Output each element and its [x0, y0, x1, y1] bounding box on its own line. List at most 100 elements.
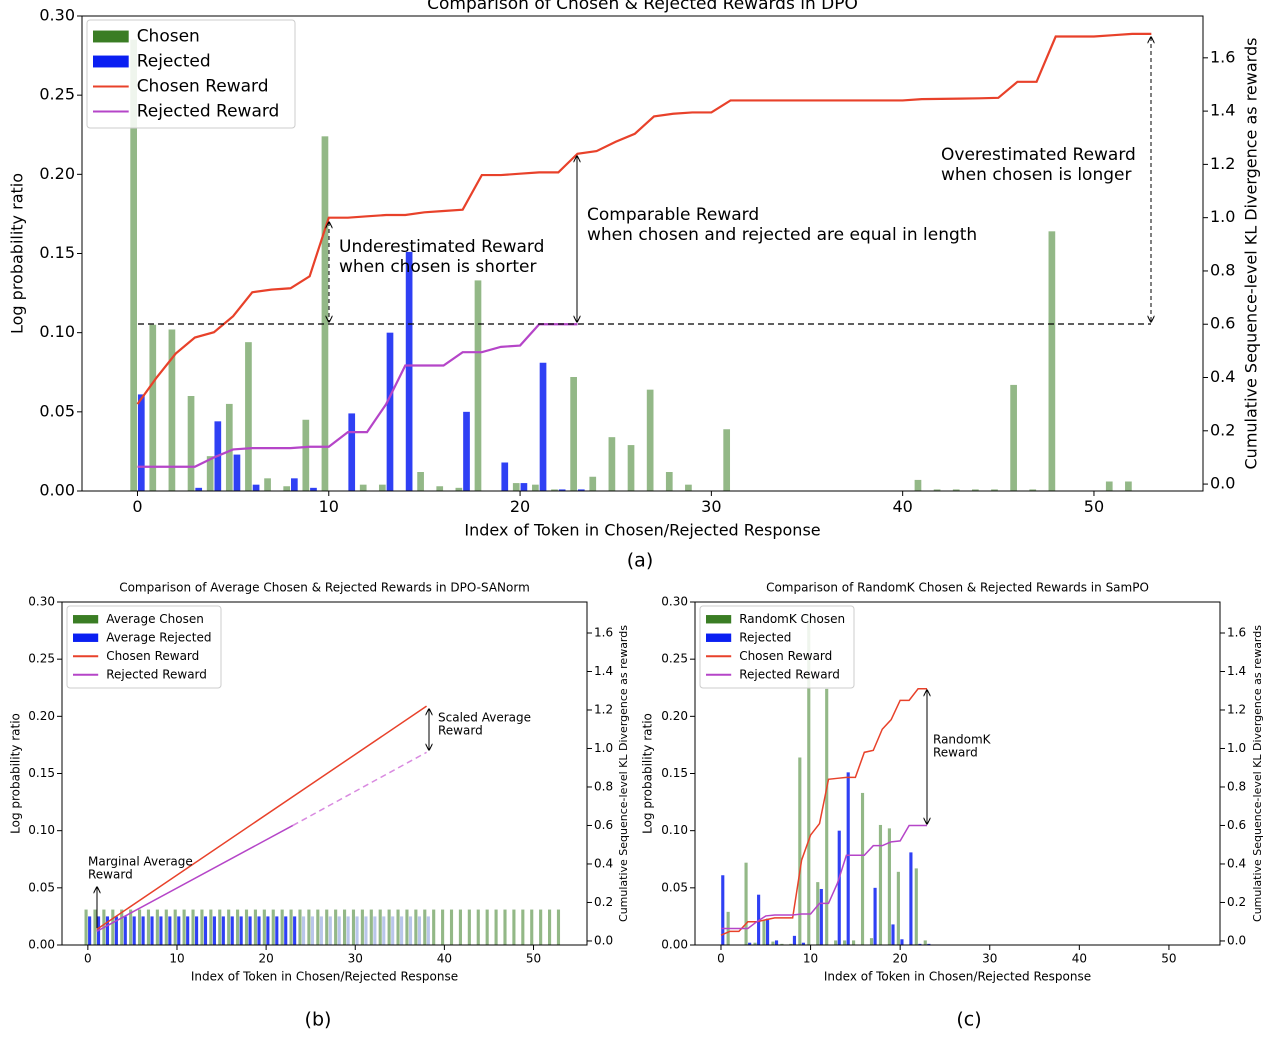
- legend-swatch: [73, 633, 99, 642]
- legend-label: Rejected: [137, 52, 211, 72]
- bar: [927, 943, 931, 945]
- bar: [914, 868, 918, 945]
- bar: [182, 909, 186, 945]
- y2-tick-label: 0.0: [594, 933, 613, 947]
- bar: [264, 478, 271, 491]
- y2-axis-label: Cumulative Sequence-level KL Divergence …: [1251, 625, 1264, 922]
- bar: [816, 882, 820, 945]
- bar: [532, 484, 539, 491]
- bar: [191, 909, 195, 945]
- annotation: Reward: [438, 724, 483, 738]
- x-tick-label: 50: [1161, 952, 1176, 966]
- bar: [137, 909, 142, 945]
- bar: [896, 871, 900, 945]
- bar: [837, 830, 841, 945]
- bar: [225, 403, 233, 491]
- bar: [150, 916, 154, 945]
- bar: [378, 484, 386, 491]
- y2-tick-label: 0.8: [1210, 260, 1235, 279]
- bar: [400, 916, 404, 945]
- x-axis-label: Index of Token in Chosen/Rejected Respon…: [191, 970, 458, 984]
- y2-tick-label: 1.4: [1227, 664, 1246, 678]
- y-tick-label: 0.15: [28, 766, 55, 780]
- bar: [539, 909, 543, 945]
- legend-label: Average Rejected: [106, 630, 211, 644]
- bar: [346, 916, 350, 945]
- y2-tick-label: 1.6: [1227, 625, 1246, 639]
- bar: [512, 483, 520, 491]
- bar: [321, 136, 329, 492]
- y2-tick-label: 0.6: [594, 818, 613, 832]
- bar: [846, 772, 850, 945]
- y2-tick-label: 1.0: [594, 741, 613, 755]
- bar: [149, 324, 157, 491]
- bar: [360, 909, 364, 945]
- annotation: Comparable Reward: [587, 205, 759, 225]
- bar: [834, 940, 838, 945]
- bar: [819, 888, 823, 945]
- y-tick-label: 0.20: [28, 709, 55, 723]
- bar: [417, 916, 421, 945]
- line: [720, 824, 928, 930]
- bar: [378, 909, 382, 945]
- bar: [310, 916, 315, 945]
- bar: [570, 377, 577, 491]
- legend-label: Rejected Reward: [739, 667, 840, 681]
- bar: [556, 909, 561, 945]
- x-tick-label: 40: [1072, 952, 1087, 966]
- bar: [589, 476, 597, 491]
- bar: [129, 909, 133, 945]
- bar: [168, 329, 176, 491]
- x-tick-label: 30: [348, 952, 363, 966]
- bar: [436, 486, 444, 491]
- bar: [200, 909, 204, 945]
- x-tick-label: 10: [319, 497, 339, 516]
- x-tick-label: 10: [803, 952, 818, 966]
- y-tick-label: 0.25: [661, 652, 688, 666]
- chart: Comparison of Average Chosen & Rejected …: [9, 581, 631, 984]
- legend-label: Rejected Reward: [106, 667, 207, 681]
- annotation: when chosen is longer: [941, 165, 1131, 185]
- y-tick-label: 0.30: [28, 595, 55, 609]
- y2-tick-label: 1.6: [594, 625, 613, 639]
- bar: [283, 486, 291, 491]
- bar: [417, 472, 424, 491]
- line: [96, 705, 427, 931]
- bar: [627, 445, 635, 491]
- bar: [252, 484, 260, 491]
- bar: [723, 429, 731, 491]
- y2-tick-label: 1.4: [1210, 101, 1235, 120]
- y-tick-label: 0.05: [39, 401, 75, 420]
- bar: [351, 909, 356, 945]
- legend-swatch: [706, 633, 732, 642]
- chart: Comparison of Chosen & Rejected Rewards …: [8, 0, 1261, 540]
- bar: [280, 909, 284, 945]
- bar: [807, 619, 811, 945]
- bar: [316, 909, 320, 945]
- bar: [262, 909, 266, 945]
- caption: (c): [956, 1009, 981, 1031]
- bar: [869, 938, 874, 945]
- bar: [721, 875, 725, 945]
- bar: [253, 909, 257, 945]
- bar: [914, 479, 922, 491]
- bar: [1125, 481, 1132, 491]
- x-tick-label: 40: [892, 497, 912, 516]
- bar: [230, 916, 234, 945]
- legend-label: Rejected Reward: [137, 102, 280, 122]
- bar: [233, 454, 241, 491]
- legend-label: Chosen Reward: [106, 649, 199, 663]
- bar: [825, 688, 829, 945]
- y-tick-label: 0.25: [39, 85, 75, 104]
- legend-label: Chosen: [137, 27, 200, 47]
- bar: [972, 489, 979, 491]
- bar: [120, 909, 124, 945]
- bar: [774, 940, 779, 945]
- bar: [386, 332, 394, 491]
- annotation: when chosen and rejected are equal in le…: [587, 225, 977, 245]
- y-axis-label: Log probability ratio: [8, 173, 27, 334]
- x-tick-label: 10: [169, 952, 184, 966]
- bar: [155, 909, 159, 945]
- bar: [93, 909, 97, 945]
